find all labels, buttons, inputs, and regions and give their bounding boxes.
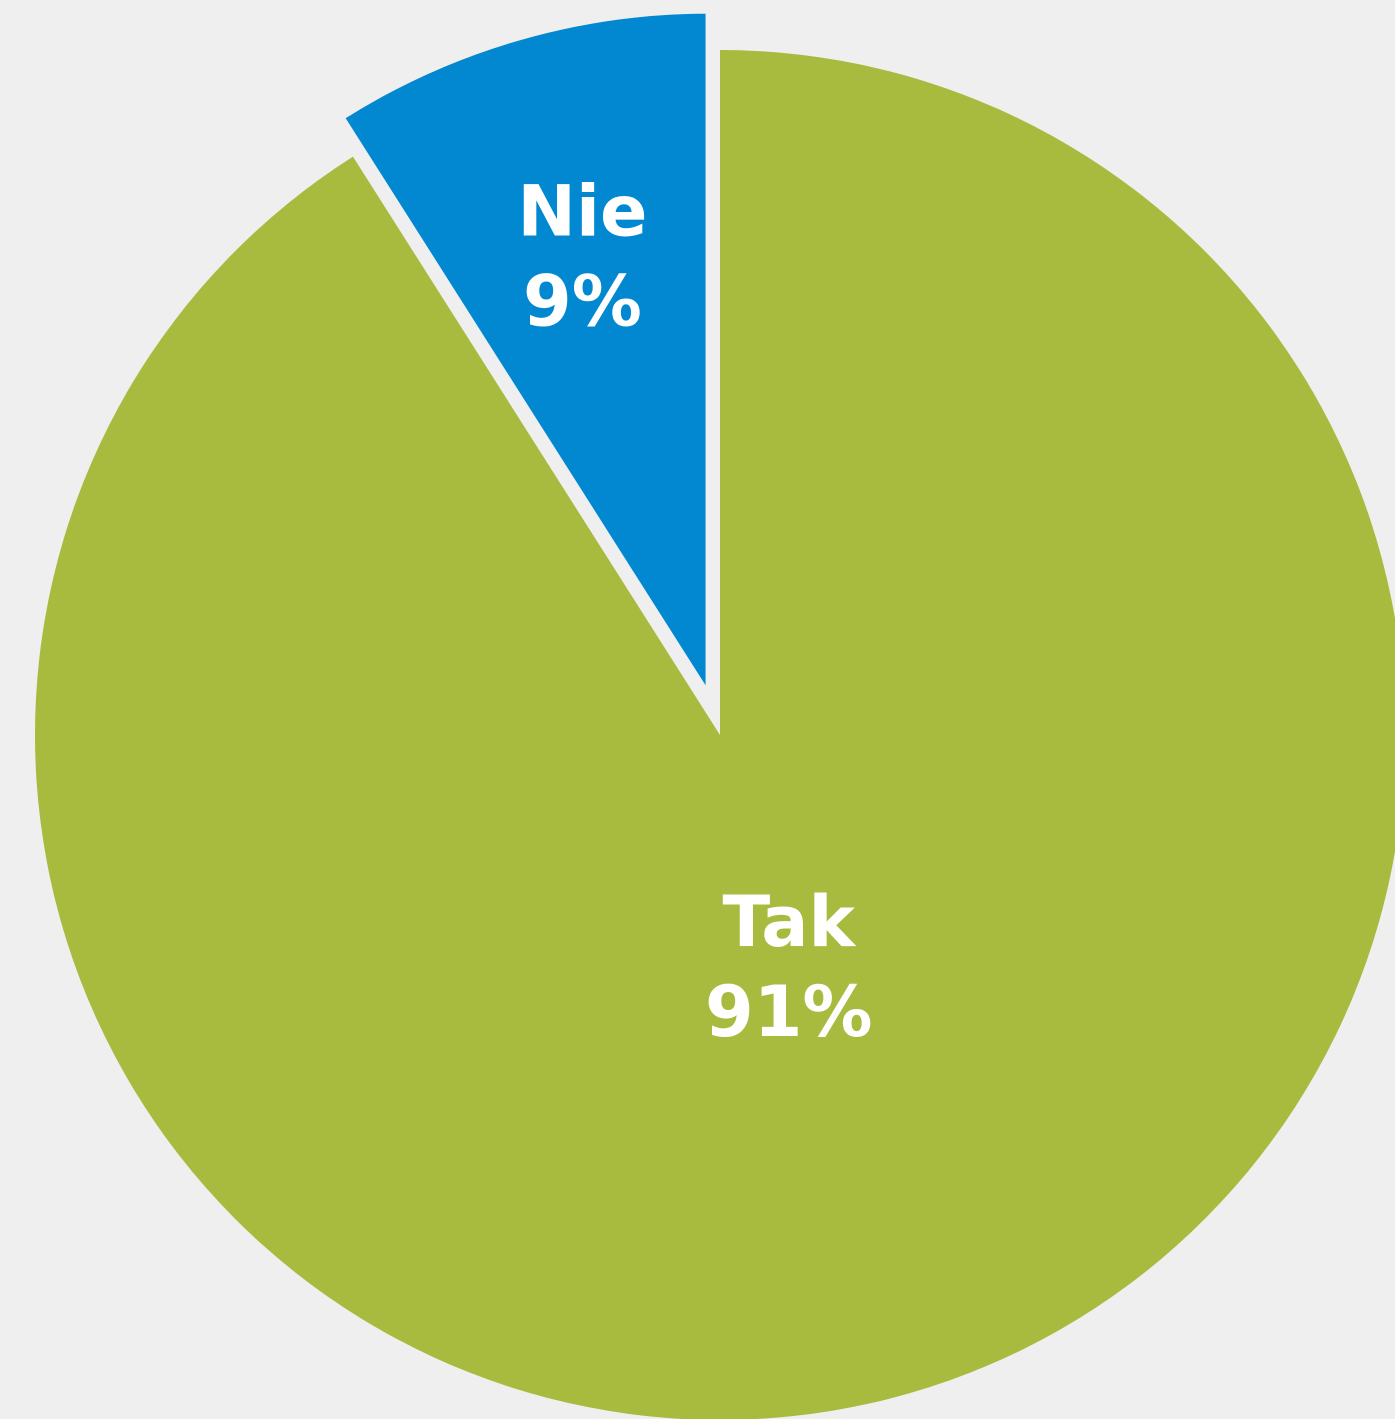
pie-slice [337, 7, 712, 706]
slice-label: Nie [517, 171, 647, 253]
slice-label: Tak [723, 881, 857, 963]
pie-slice [35, 50, 1395, 1419]
slice-value-label: 9% [523, 261, 642, 343]
slice-value-label: 91% [705, 971, 873, 1053]
